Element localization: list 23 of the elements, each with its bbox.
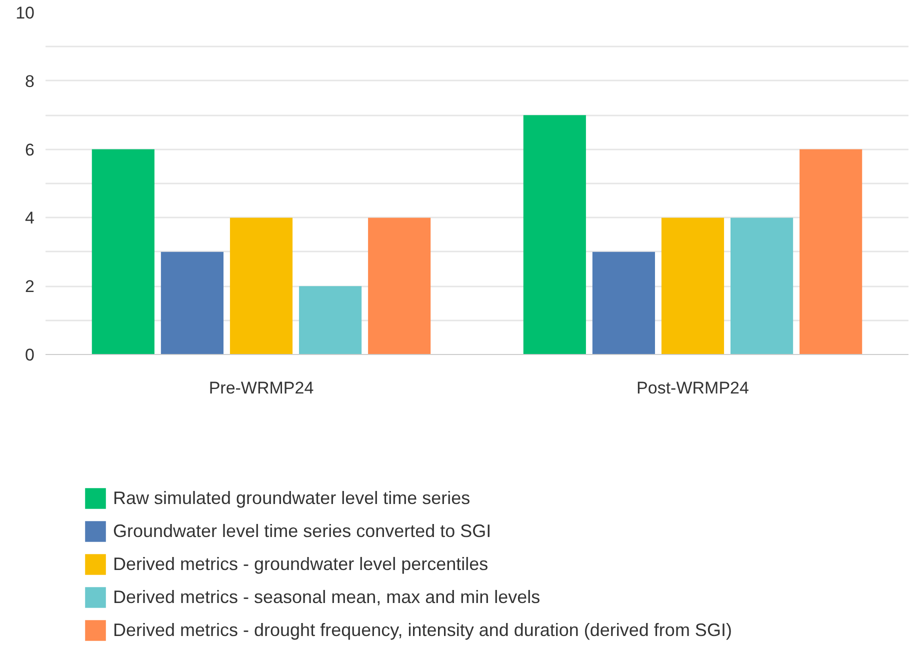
legend-label: Groundwater level time series converted to SGI bbox=[113, 520, 492, 542]
legend-label: Derived metrics - groundwater level percentiles bbox=[113, 552, 488, 576]
y-tick-label: 4 bbox=[25, 208, 35, 228]
bar bbox=[230, 218, 293, 354]
y-tick-label: 8 bbox=[25, 72, 35, 91]
legend-label: Derived metrics - seasonal mean, max and min levels bbox=[113, 586, 540, 608]
bar bbox=[160, 252, 224, 354]
y-tick-label: 2 bbox=[25, 277, 35, 296]
legend-label: Derived metrics - drought frequency, intensity and duration (derived from SGI) bbox=[113, 618, 732, 642]
x-tick-label: Pre-WRMP24 bbox=[208, 378, 314, 398]
x-tick-label: Post-WRMP24 bbox=[636, 378, 749, 398]
bar bbox=[800, 149, 862, 354]
bar bbox=[592, 252, 655, 354]
y-tick-label: 6 bbox=[25, 140, 35, 160]
bar bbox=[523, 115, 586, 354]
bar bbox=[299, 286, 362, 354]
bar bbox=[368, 218, 431, 354]
y-tick-label: 0 bbox=[25, 346, 35, 364]
y-tick-label: 10 bbox=[16, 4, 35, 22]
bar bbox=[92, 149, 154, 354]
bar bbox=[730, 218, 794, 354]
bar bbox=[661, 218, 724, 354]
legend-label: Raw simulated groundwater level time series bbox=[113, 486, 470, 510]
